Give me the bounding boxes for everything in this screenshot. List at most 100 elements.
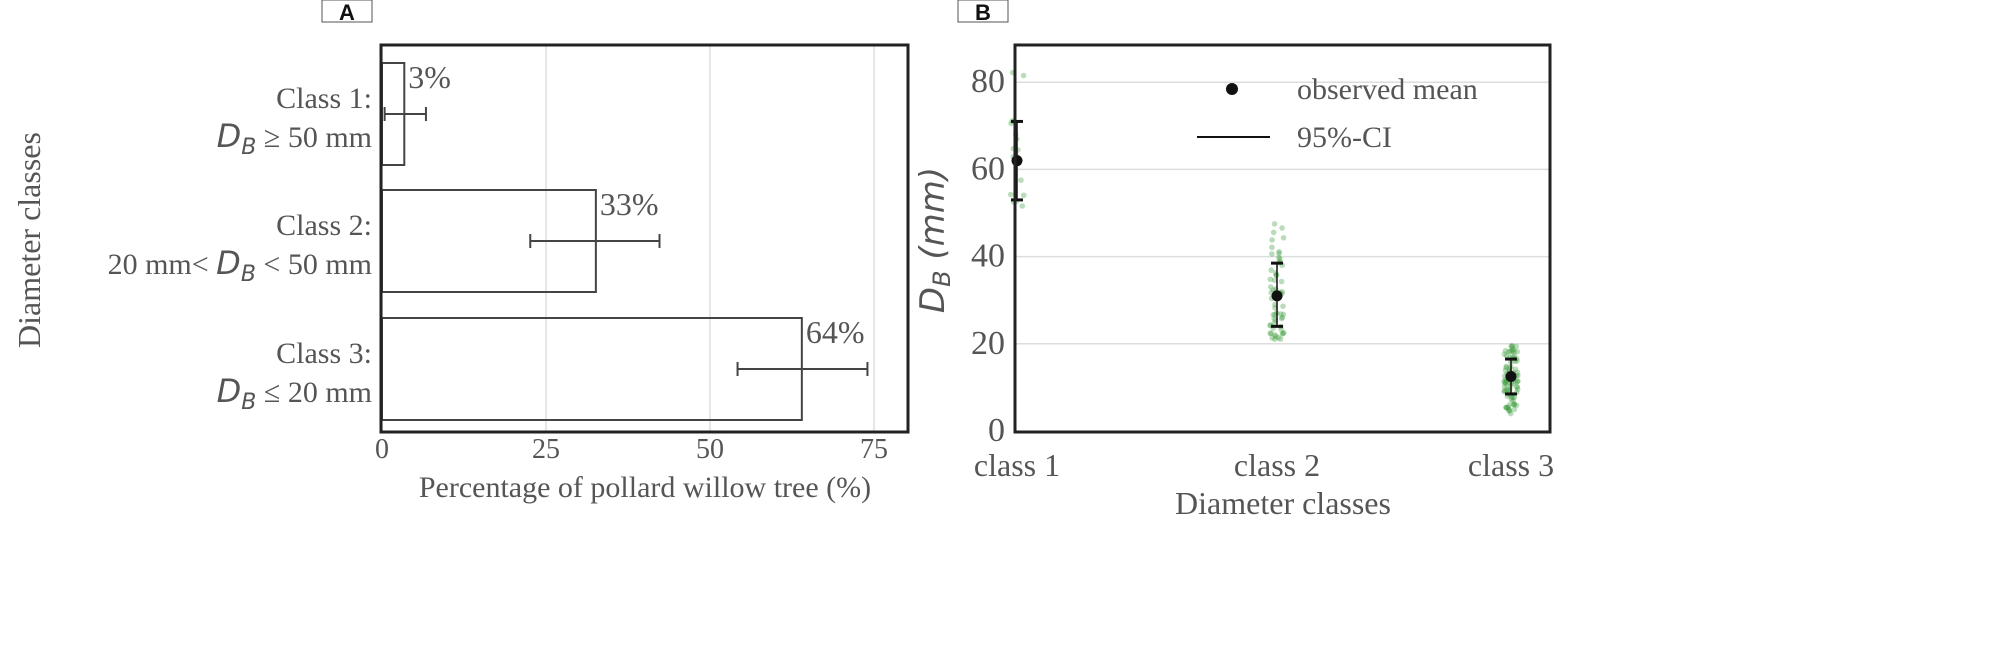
- label-suffix: < 50 mm: [256, 248, 372, 281]
- y-tick-label: 60: [971, 150, 1005, 187]
- data-point: [1506, 407, 1512, 413]
- label-symbol: D: [216, 244, 241, 282]
- data-point: [1503, 352, 1510, 359]
- legend-mean-marker: [1226, 83, 1238, 95]
- data-label: 64%: [806, 314, 865, 350]
- data-label: 3%: [408, 59, 451, 95]
- data-point: [1509, 348, 1515, 354]
- data-point: [1510, 397, 1517, 404]
- data-point: [1276, 256, 1283, 262]
- data-point: [1275, 334, 1282, 341]
- data-point: [1280, 235, 1287, 241]
- data-point: [1267, 276, 1274, 283]
- data-point: [1280, 330, 1286, 337]
- data-point: [1276, 254, 1282, 261]
- data-point: [1501, 378, 1507, 385]
- data-point: [1514, 384, 1520, 391]
- label-suffix: ≥ 50 mm: [256, 121, 372, 154]
- data-point: [1514, 384, 1521, 390]
- data-point: [1271, 221, 1278, 227]
- data-point: [1511, 353, 1518, 359]
- data-point: [1503, 404, 1510, 411]
- data-point: [1268, 267, 1275, 273]
- data-point: [1514, 378, 1521, 385]
- data-point: [1271, 277, 1278, 284]
- panel-a-tag: A: [339, 0, 355, 25]
- data-point: [1508, 410, 1514, 417]
- svg-text:DB (mm): DB (mm): [913, 167, 956, 313]
- data-point: [1267, 330, 1274, 337]
- data-point: [1276, 250, 1282, 257]
- data-point: [1277, 336, 1284, 342]
- panel-a-frame: [379, 43, 910, 434]
- x-tick-label: 50: [696, 434, 724, 465]
- data-point: [1515, 378, 1521, 384]
- data-point: [1505, 404, 1512, 411]
- data-point: [1278, 278, 1285, 285]
- data-point: [1506, 407, 1512, 413]
- data-point: [1512, 366, 1519, 373]
- data-point: [1508, 343, 1515, 350]
- data-point: [1268, 330, 1274, 337]
- data-point: [1502, 367, 1509, 374]
- category-label-line1: Class 2:: [276, 209, 372, 242]
- data-point: [1501, 351, 1508, 357]
- x-tick-label: 0: [375, 434, 389, 465]
- data-point: [1509, 394, 1516, 401]
- data-point: [1514, 369, 1521, 376]
- data-point: [1019, 203, 1026, 209]
- label-suffix: ≤ 20 mm: [256, 376, 372, 409]
- data-point: [1279, 314, 1286, 321]
- data-label: 33%: [600, 186, 659, 222]
- panel-b-frame: [1013, 43, 1552, 434]
- data-point: [1508, 342, 1515, 349]
- data-point: [1281, 329, 1287, 336]
- data-point: [1280, 303, 1286, 310]
- data-point: [1513, 402, 1520, 408]
- data-point: [1504, 404, 1510, 411]
- data-point: [1511, 401, 1517, 408]
- y-tick-label: 80: [971, 63, 1005, 100]
- data-point: [1271, 320, 1278, 326]
- category-label-line1: Class 3:: [276, 337, 372, 370]
- panel-b-tag: B: [975, 0, 991, 25]
- data-point: [1501, 383, 1508, 390]
- x-tick-label: class 3: [1468, 447, 1554, 483]
- panel-b-xlabel: Diameter classes: [1175, 485, 1391, 521]
- category-label-line1: Class 1:: [276, 82, 372, 115]
- data-point: [1007, 191, 1014, 198]
- label-symbol: D: [217, 372, 242, 410]
- mean-marker: [1505, 371, 1517, 382]
- data-point: [1510, 347, 1517, 354]
- category-label-line2: 20 mm< DB < 50 mm: [108, 244, 372, 287]
- x-tick-label: 75: [860, 434, 888, 465]
- data-point: [1280, 311, 1287, 318]
- data-point: [1272, 332, 1278, 338]
- data-point: [1276, 248, 1282, 255]
- category-label-line2: DB ≤ 20 mm: [217, 372, 372, 415]
- data-point: [1503, 363, 1510, 370]
- data-point: [1279, 330, 1286, 337]
- data-point: [1508, 396, 1515, 403]
- data-point: [1018, 177, 1024, 184]
- x-tick-label: class 1: [974, 447, 1060, 483]
- category-label-line2: DB ≥ 50 mm: [217, 117, 372, 160]
- ylabel-symbol: D: [913, 287, 953, 313]
- panel-a-ylabel: Diameter classes: [11, 132, 47, 348]
- data-point: [1513, 343, 1520, 350]
- data-point: [1277, 311, 1284, 317]
- data-point: [1511, 406, 1518, 413]
- data-point: [1278, 326, 1284, 333]
- panel-b-ylabel: DB (mm): [913, 167, 956, 313]
- data-point: [1501, 387, 1508, 394]
- x-tick-label: class 2: [1234, 447, 1320, 483]
- y-tick-label: 20: [971, 325, 1005, 362]
- data-point: [1020, 72, 1027, 79]
- panel-b-scatter-chart: 0 20 40 60 80 class 1 class 2 class 3: [971, 43, 1554, 483]
- data-point: [1269, 251, 1275, 257]
- label-subscript: B: [241, 262, 256, 287]
- data-point: [1514, 348, 1521, 355]
- ylabel-unit: (mm): [913, 167, 953, 271]
